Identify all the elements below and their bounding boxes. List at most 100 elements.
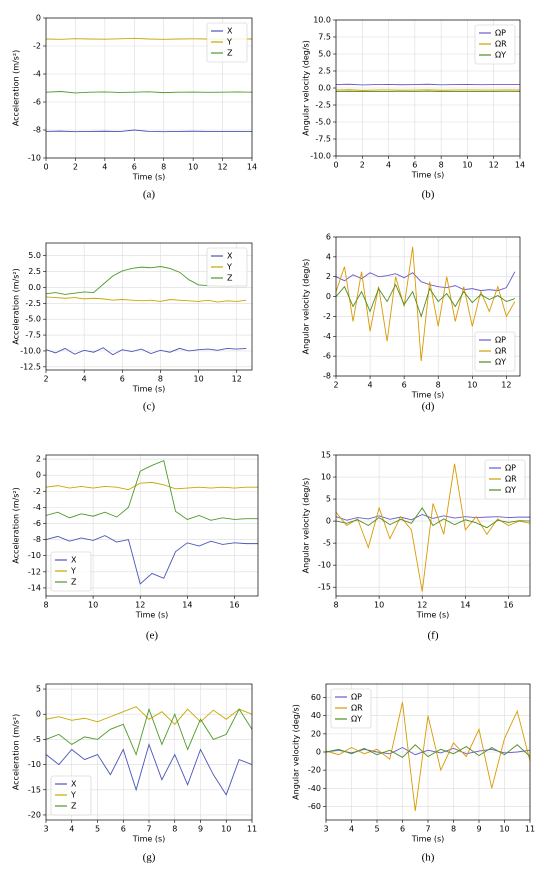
x-tick-label: 2 bbox=[43, 375, 48, 384]
series-line bbox=[46, 296, 247, 303]
y-tick-label: 2.5 bbox=[318, 67, 331, 76]
x-tick-label: 6 bbox=[400, 825, 405, 834]
plot-frame bbox=[335, 454, 531, 597]
series-line bbox=[336, 283, 516, 318]
y-tick-label: 2 bbox=[326, 272, 331, 281]
legend-label: X bbox=[227, 27, 233, 36]
y-tick-label: 0 bbox=[316, 748, 321, 757]
x-tick-label: 6 bbox=[132, 163, 137, 172]
legend-box bbox=[206, 247, 248, 288]
series-line bbox=[46, 460, 258, 521]
x-tick-label: 10 bbox=[188, 163, 198, 172]
legend-label: ΩY bbox=[351, 715, 362, 724]
x-axis-label: Time (s) bbox=[411, 391, 445, 400]
x-tick-label: 10 bbox=[88, 601, 98, 610]
plot-frame bbox=[45, 683, 253, 821]
x-axis-label: Time (s) bbox=[135, 611, 169, 620]
x-axis-label: Time (s) bbox=[132, 385, 166, 394]
series-line bbox=[46, 706, 252, 725]
y-axis-label: Acceleration (m/s²) bbox=[12, 487, 21, 563]
y-tick-label: 6 bbox=[326, 233, 331, 242]
y-tick-label: 15 bbox=[321, 451, 331, 460]
y-tick-label: 2 bbox=[36, 455, 41, 464]
y-tick-label: -5 bbox=[323, 539, 331, 548]
x-tick-label: 6 bbox=[412, 161, 417, 170]
y-tick-label: -10.0 bbox=[310, 152, 331, 161]
y-tick-label: -10.0 bbox=[20, 346, 41, 355]
x-tick-label: 14 bbox=[515, 161, 525, 170]
legend-label: ΩP bbox=[505, 464, 516, 473]
x-tick-label: 12 bbox=[232, 375, 242, 384]
subplot: 3 4 5 6 7 8 9 10 11 -20 -15 -10 -5 0 5 Time (s) Accelera… bbox=[12, 683, 257, 864]
y-tick-label: 2.5 bbox=[28, 267, 41, 276]
y-tick-label: -10 bbox=[28, 551, 41, 560]
legend-label: Y bbox=[226, 38, 232, 47]
y-tick-label: -6 bbox=[33, 98, 41, 107]
plot-frame bbox=[325, 683, 531, 821]
x-tick-label: 12 bbox=[417, 601, 427, 610]
legend-label: X bbox=[71, 556, 77, 565]
y-tick-label: -12 bbox=[28, 567, 41, 576]
subplot: 2 4 6 8 10 12 -12.5 -10.0 -7.5 -5.0 -2.5 0.0 2.5 5.0 T… bbox=[12, 242, 253, 413]
plot-frame bbox=[335, 236, 521, 377]
y-tick-label: -4 bbox=[323, 332, 331, 341]
x-tick-label: 8 bbox=[333, 601, 338, 610]
x-tick-label: 14 bbox=[460, 601, 470, 610]
x-tick-label: 10 bbox=[374, 601, 384, 610]
y-tick-label: -10 bbox=[28, 154, 41, 163]
series-line bbox=[46, 535, 258, 585]
panel-label: (g) bbox=[143, 852, 156, 864]
y-tick-label: -5.0 bbox=[315, 118, 331, 127]
legend-label: Z bbox=[227, 274, 233, 283]
series-line bbox=[336, 271, 516, 292]
y-tick-label: -4 bbox=[33, 503, 41, 512]
y-tick-label: -8 bbox=[33, 535, 41, 544]
panel-label: (d) bbox=[422, 401, 435, 413]
x-tick-label: 10 bbox=[467, 381, 477, 390]
y-tick-label: -7.5 bbox=[315, 135, 331, 144]
subplot: 3 4 5 6 7 8 9 10 11 -60 -40 -20 0 20 40 60 Time (s) Angul… bbox=[292, 683, 535, 864]
x-tick-label: 8 bbox=[161, 163, 166, 172]
legend-box bbox=[484, 459, 526, 500]
y-tick-label: -2.5 bbox=[25, 299, 41, 308]
legend-label: ΩY bbox=[505, 486, 516, 495]
x-tick-label: 7 bbox=[425, 825, 430, 834]
y-tick-label: -10 bbox=[28, 760, 41, 769]
panel-label: (f) bbox=[428, 630, 439, 642]
legend-label: Y bbox=[226, 263, 232, 272]
x-tick-label: 4 bbox=[102, 163, 107, 172]
x-tick-label: 11 bbox=[525, 825, 535, 834]
y-tick-label: -15 bbox=[28, 785, 41, 794]
x-tick-label: 8 bbox=[451, 825, 456, 834]
y-tick-label: -6 bbox=[323, 352, 331, 361]
y-tick-label: -60 bbox=[308, 802, 321, 811]
x-tick-label: 2 bbox=[73, 163, 78, 172]
x-axis-label: Time (s) bbox=[411, 835, 445, 844]
x-tick-label: 0 bbox=[43, 163, 48, 172]
panel-label: (b) bbox=[422, 189, 435, 201]
series-line bbox=[336, 463, 530, 592]
x-tick-label: 9 bbox=[198, 825, 203, 834]
legend-label: Y bbox=[70, 791, 76, 800]
x-tick-label: 4 bbox=[82, 375, 87, 384]
x-tick-label: 4 bbox=[69, 825, 74, 834]
x-tick-label: 8 bbox=[439, 161, 444, 170]
y-axis-label: Angular velocity (deg/s) bbox=[302, 259, 311, 355]
y-axis-label: Angular velocity (deg/s) bbox=[302, 478, 311, 574]
panel-label: (h) bbox=[422, 852, 435, 864]
subplot: 8 10 12 14 16 -15 -10 -5 0 5 10 15 Time (s) Angular v… bbox=[302, 451, 531, 642]
y-tick-label: -2 bbox=[323, 312, 331, 321]
x-tick-label: 9 bbox=[476, 825, 481, 834]
x-tick-label: 8 bbox=[43, 601, 48, 610]
y-axis-label: Angular velocity (deg/s) bbox=[302, 40, 311, 136]
legend-label: ΩP bbox=[495, 336, 506, 345]
x-tick-label: 10 bbox=[499, 825, 509, 834]
y-tick-label: 20 bbox=[311, 729, 321, 738]
y-tick-label: 0 bbox=[326, 517, 331, 526]
x-tick-label: 14 bbox=[247, 163, 257, 172]
x-axis-label: Time (s) bbox=[411, 171, 445, 180]
x-tick-label: 12 bbox=[501, 381, 511, 390]
legend-box bbox=[206, 22, 248, 63]
x-tick-label: 11 bbox=[247, 825, 257, 834]
